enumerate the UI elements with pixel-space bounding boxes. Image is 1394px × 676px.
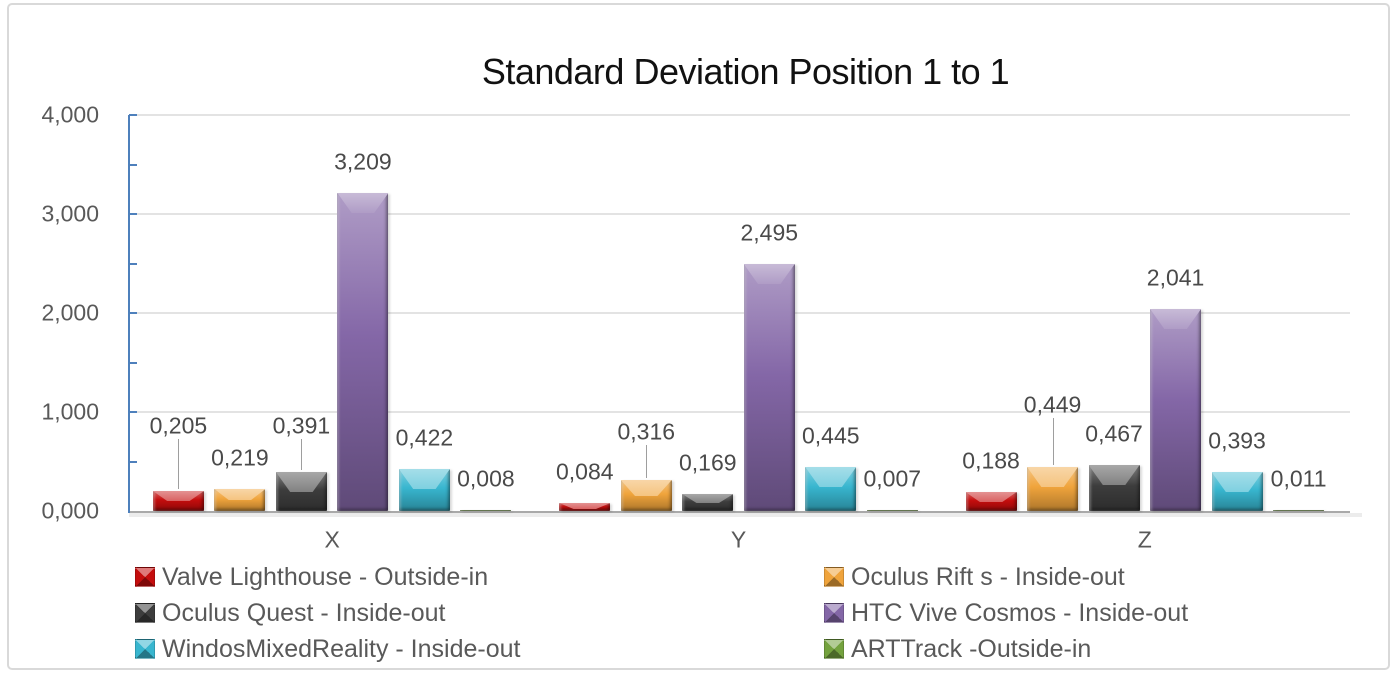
bar-htc-vive-cosmos-x bbox=[337, 193, 389, 511]
leader-line bbox=[646, 445, 648, 478]
y-axis-tick bbox=[129, 312, 137, 314]
gridline bbox=[129, 411, 1350, 413]
bar-oculus-quest-y bbox=[682, 494, 734, 511]
chart-title: Standard Deviation Position 1 to 1 bbox=[481, 51, 1010, 92]
leader-line bbox=[301, 439, 303, 470]
legend-label: Valve Lighthouse - Outside-in bbox=[162, 563, 489, 591]
bar-top-bevel bbox=[214, 489, 266, 500]
bar-top-bevel bbox=[398, 469, 450, 489]
data-label: 0,011 bbox=[1270, 465, 1327, 492]
bar-top-bevel bbox=[1211, 472, 1263, 492]
x-axis-line bbox=[129, 511, 1350, 513]
y-axis-label: 3,000 bbox=[41, 200, 99, 227]
y-axis-tick bbox=[129, 213, 137, 215]
bar-oculus-rift-s-z bbox=[1027, 467, 1079, 511]
bar-top-bevel bbox=[152, 491, 204, 501]
bar-top-bevel bbox=[1027, 467, 1079, 487]
bar-valve-lighthouse-z bbox=[965, 492, 1017, 511]
bar-windosmixedreality-y bbox=[805, 467, 857, 511]
y-axis-tick bbox=[129, 411, 137, 413]
bar-windosmixedreality-x bbox=[398, 469, 450, 511]
category-label-x: X bbox=[324, 526, 340, 553]
legend-swatch-oculus-rift-s bbox=[824, 567, 844, 587]
legend-swatch-arttrack-outside-in bbox=[824, 639, 844, 659]
y-axis-label: 1,000 bbox=[41, 398, 99, 425]
bar-top-bevel bbox=[805, 467, 857, 487]
leader-line bbox=[1052, 418, 1054, 465]
bar-top-bevel bbox=[1088, 465, 1140, 485]
bar-top-bevel bbox=[743, 264, 795, 284]
data-label: 0,445 bbox=[801, 422, 860, 449]
y-axis-tick bbox=[129, 361, 137, 364]
data-label: 0,422 bbox=[395, 424, 454, 451]
bar-arttrack-outside-in-y bbox=[866, 510, 918, 511]
y-axis-tick bbox=[129, 460, 137, 463]
data-label: 0,188 bbox=[962, 447, 1020, 474]
legend-label: ARTTrack -Outside-in bbox=[851, 635, 1092, 663]
data-label: 0,316 bbox=[617, 418, 676, 445]
y-axis-label: 2,000 bbox=[41, 299, 99, 326]
bar-oculus-quest-x bbox=[275, 472, 327, 511]
bar-windosmixedreality-z bbox=[1211, 472, 1263, 511]
legend-swatch-windosmixedreality bbox=[135, 639, 155, 659]
bar-htc-vive-cosmos-y bbox=[743, 264, 795, 511]
bar-top-bevel bbox=[275, 472, 327, 492]
legend-swatch-valve-lighthouse bbox=[135, 567, 155, 587]
data-label: 0,391 bbox=[272, 412, 331, 439]
legend-swatch-htc-vive-cosmos bbox=[824, 603, 844, 623]
bar-oculus-rift-s-y bbox=[620, 480, 672, 511]
data-label: 0,205 bbox=[149, 412, 208, 439]
data-label: 3,209 bbox=[334, 148, 392, 175]
bar-top-bevel bbox=[337, 193, 389, 213]
bar-top-bevel bbox=[559, 503, 611, 509]
data-label: 0,008 bbox=[457, 465, 515, 492]
gridline bbox=[129, 213, 1350, 215]
data-label: 2,041 bbox=[1146, 264, 1205, 291]
category-label-z: Z bbox=[1137, 526, 1152, 553]
data-label: 0,449 bbox=[1023, 391, 1082, 418]
y-axis-tick bbox=[129, 114, 137, 116]
data-label: 0,219 bbox=[211, 444, 269, 471]
bar-arttrack-outside-in-x bbox=[460, 510, 512, 511]
x-axis-floor bbox=[129, 513, 1362, 517]
data-label: 2,495 bbox=[740, 219, 799, 246]
legend-label: Oculus Quest - Inside-out bbox=[162, 599, 446, 627]
bar-valve-lighthouse-x bbox=[152, 491, 204, 511]
y-axis-label: 4,000 bbox=[41, 101, 99, 128]
gridline bbox=[129, 114, 1350, 116]
data-label: 0,393 bbox=[1208, 427, 1266, 454]
leader-line bbox=[178, 439, 180, 489]
bar-valve-lighthouse-y bbox=[559, 503, 611, 511]
category-label-y: Y bbox=[730, 526, 747, 553]
bar-top-bevel bbox=[682, 494, 734, 503]
y-axis-label: 0,000 bbox=[41, 497, 99, 524]
gridline bbox=[129, 312, 1350, 314]
bar-oculus-rift-s-x bbox=[214, 489, 266, 511]
bar-oculus-quest-z bbox=[1088, 465, 1140, 511]
data-label: 0,007 bbox=[863, 465, 922, 492]
bar-top-bevel bbox=[1150, 309, 1202, 329]
data-label: 0,169 bbox=[678, 449, 737, 476]
chart-frame: Standard Deviation Position 1 to 1 0,000… bbox=[7, 3, 1390, 670]
bar-top-bevel bbox=[965, 492, 1017, 502]
bar-htc-vive-cosmos-z bbox=[1150, 309, 1202, 511]
legend-label: Oculus Rift s - Inside-out bbox=[851, 563, 1125, 591]
legend-label: WindosMixedReality - Inside-out bbox=[162, 635, 521, 663]
bar-arttrack-outside-in-z bbox=[1273, 510, 1325, 511]
legend-swatch-oculus-quest bbox=[135, 603, 155, 623]
data-label: 0,084 bbox=[555, 458, 614, 485]
y-axis-tick bbox=[129, 262, 137, 265]
y-axis-tick bbox=[129, 163, 137, 166]
data-label: 0,467 bbox=[1085, 420, 1143, 447]
y-axis-line bbox=[128, 115, 130, 513]
legend-label: HTC Vive Cosmos - Inside-out bbox=[851, 599, 1189, 627]
bar-top-bevel bbox=[620, 480, 672, 496]
